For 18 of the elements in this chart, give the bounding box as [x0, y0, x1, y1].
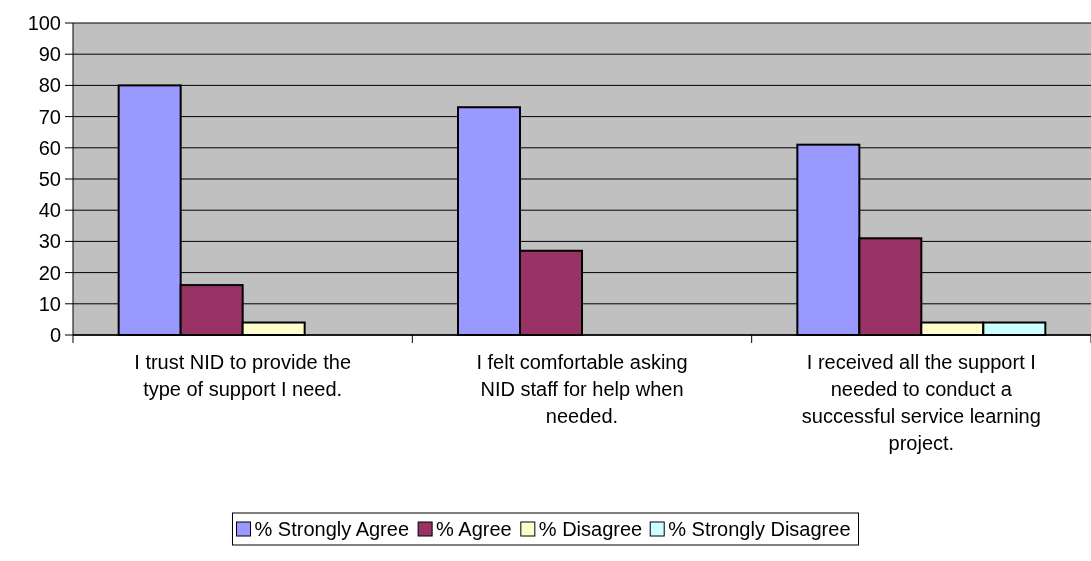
x-tick-label: I trust NID to provide the type of support I need. — [134, 351, 352, 400]
y-tick-label: 90 — [38, 43, 61, 66]
y-tick-label: 80 — [38, 74, 61, 97]
y-tick-label: 10 — [38, 292, 61, 315]
y-tick-label: 50 — [38, 168, 61, 190]
x-tick-label: I felt comfortable asking NID staff for help when needed. — [476, 351, 688, 427]
y-tick-label: 0 — [49, 324, 61, 346]
legend-label: % Agree — [436, 518, 512, 540]
legend-label: % Strongly Disagree — [668, 518, 851, 540]
y-tick-label: 60 — [38, 136, 61, 159]
legend-label: % Disagree — [538, 518, 643, 540]
x-tick-label: I received all the support I needed to conduct a successful service learning project. — [801, 351, 1041, 454]
y-tick-label: 40 — [38, 199, 61, 222]
y-tick-label: 30 — [38, 230, 61, 253]
y-tick-label: 70 — [38, 105, 61, 128]
y-tick-label: 100 — [27, 12, 61, 34]
legend-label: % Strongly Agree — [254, 518, 410, 540]
y-tick-label: 20 — [38, 261, 61, 284]
